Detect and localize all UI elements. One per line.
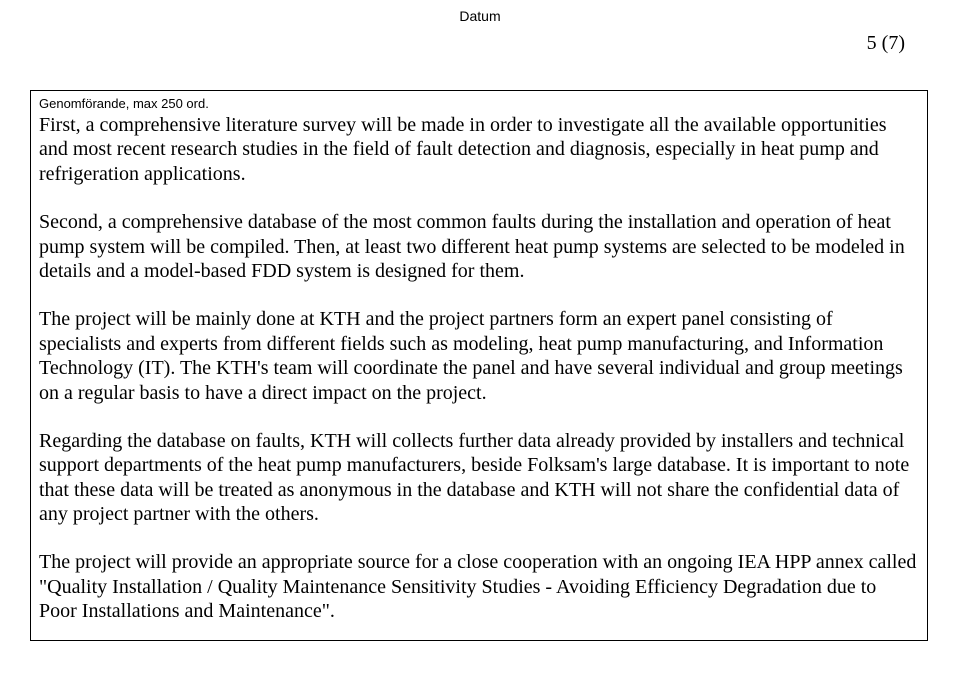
body-paragraph-2: Second, a comprehensive database of the …	[39, 210, 919, 283]
box-section-label: Genomförande, max 250 ord.	[39, 96, 919, 111]
page: Datum 5 (7) Genomförande, max 250 ord. F…	[0, 0, 960, 677]
body-paragraph-1: First, a comprehensive literature survey…	[39, 113, 919, 186]
body-paragraph-5: The project will provide an appropriate …	[39, 550, 919, 623]
page-number: 5 (7)	[867, 32, 905, 55]
body-paragraph-4: Regarding the database on faults, KTH wi…	[39, 429, 919, 527]
body-paragraph-3: The project will be mainly done at KTH a…	[39, 307, 919, 405]
content-box: Genomförande, max 250 ord. First, a comp…	[30, 90, 928, 641]
header-date-label: Datum	[0, 8, 960, 24]
